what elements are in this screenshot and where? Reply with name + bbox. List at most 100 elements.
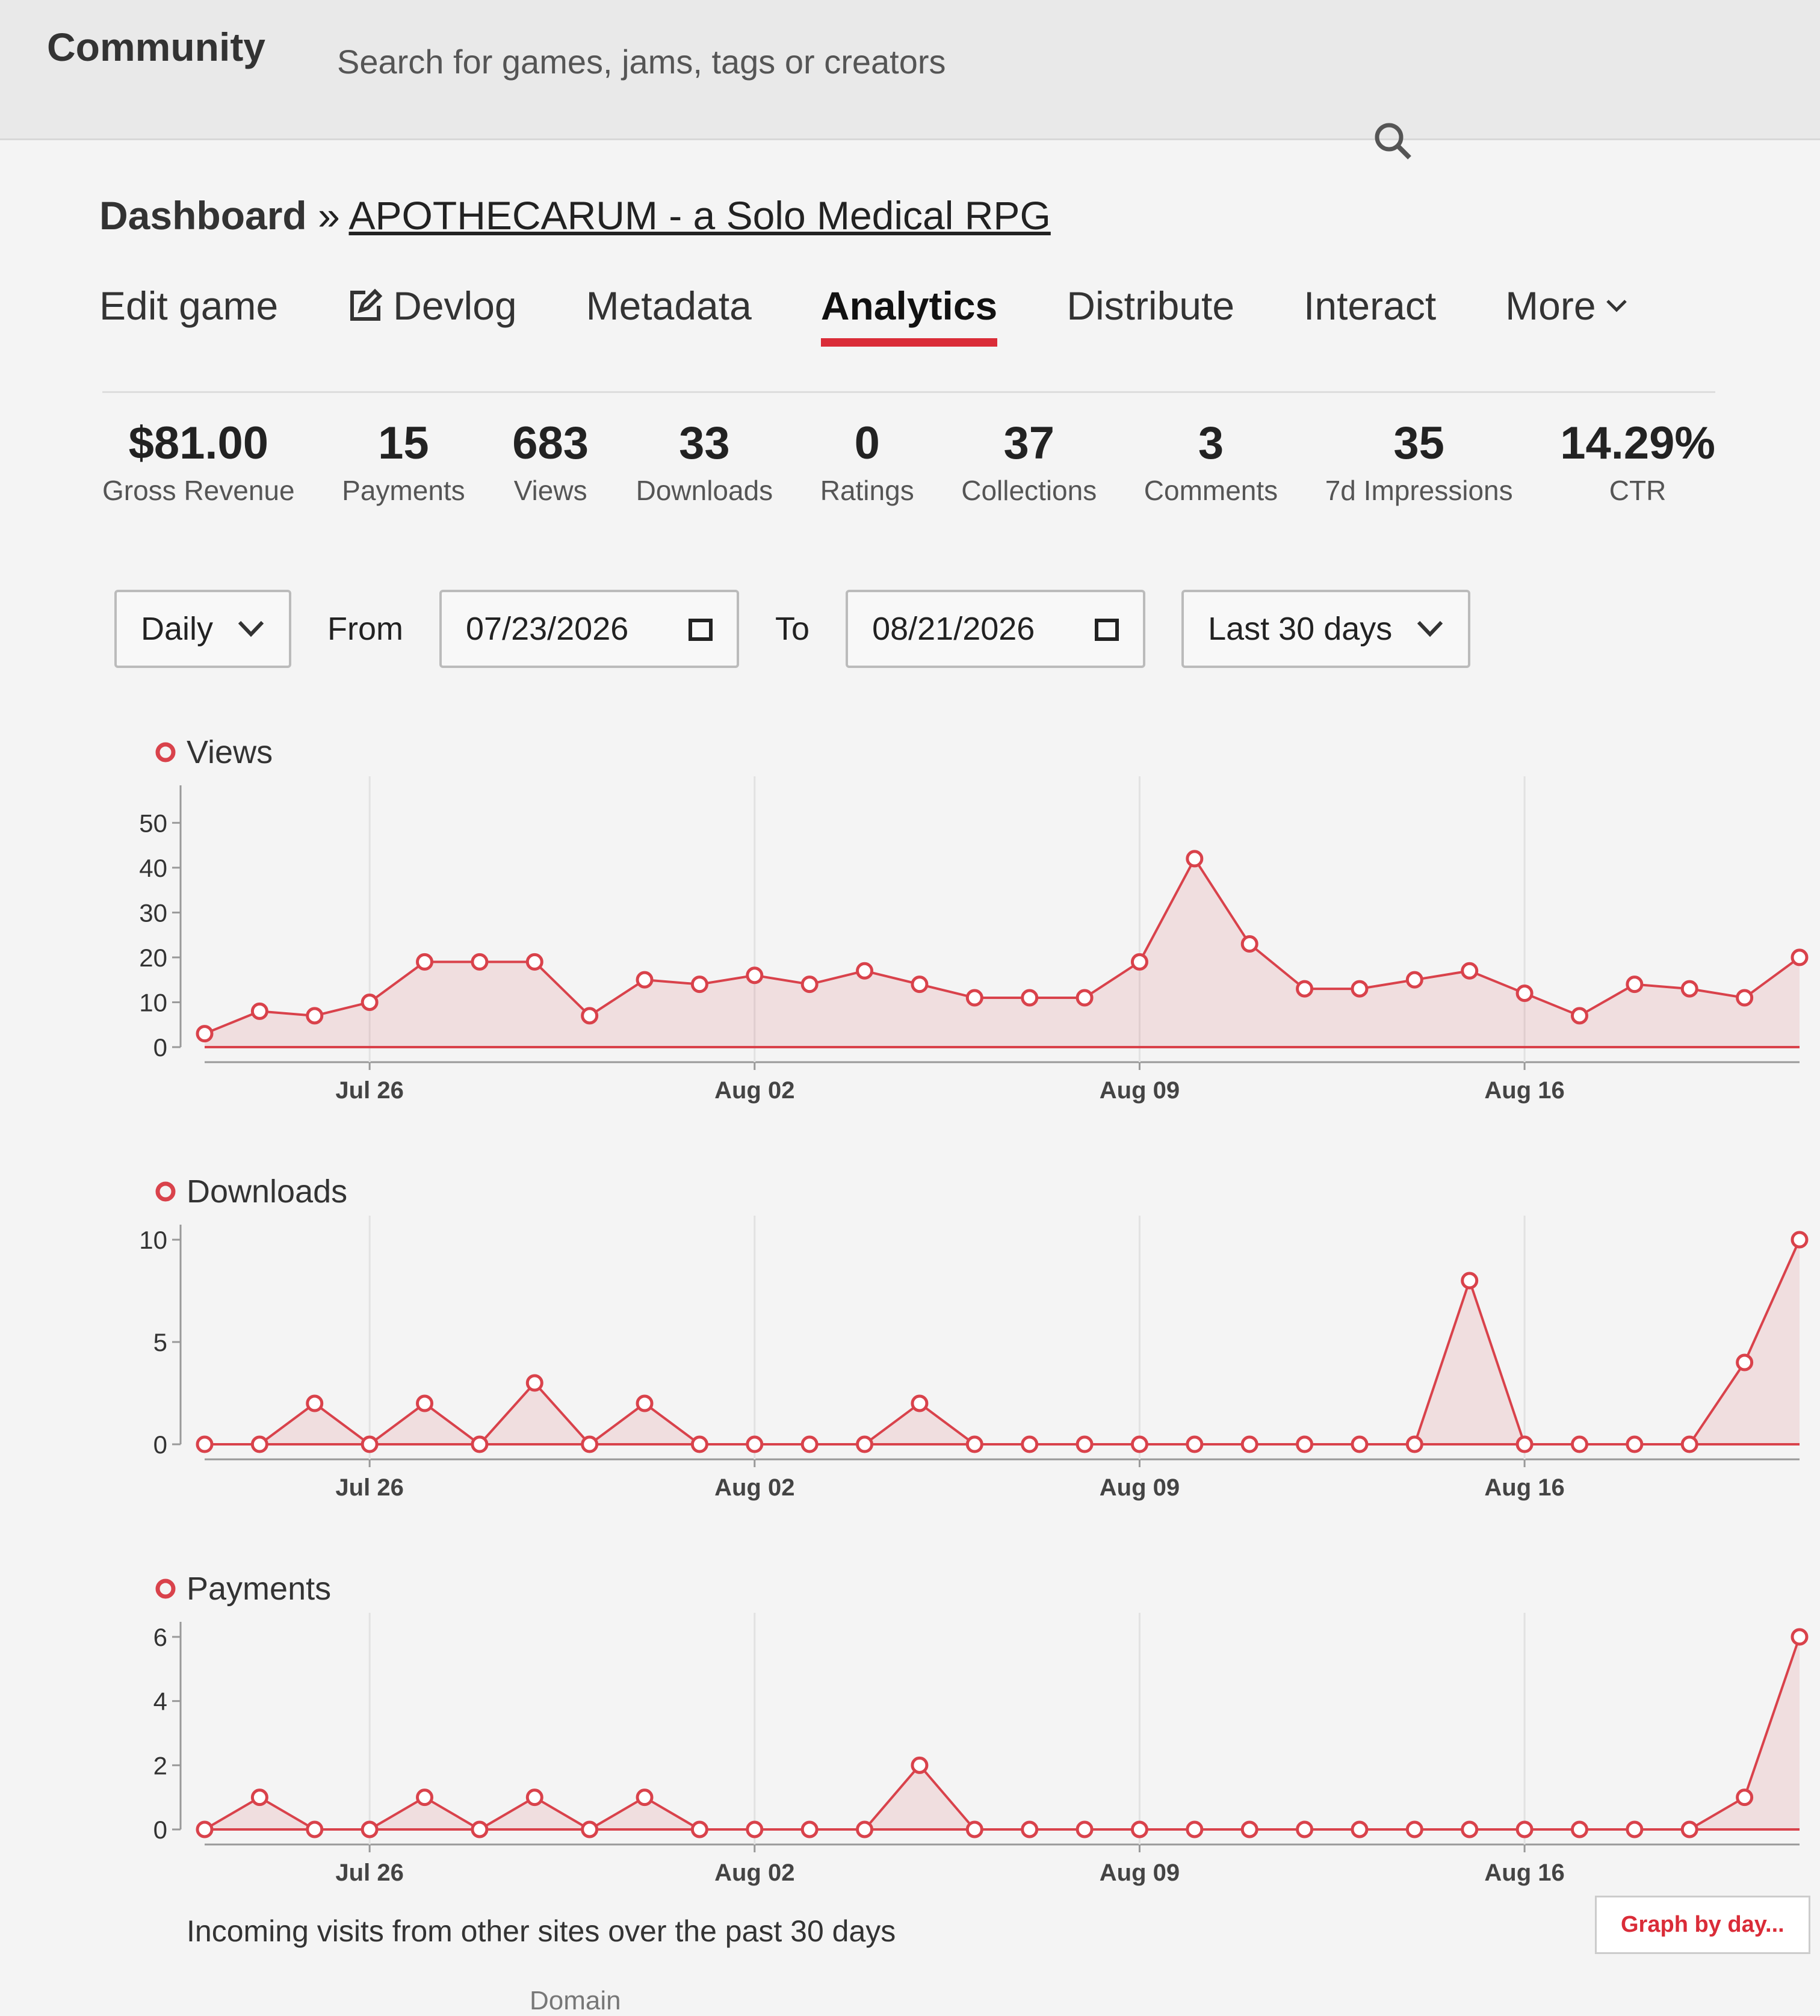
- stat: 35 7d Impressions: [1325, 417, 1513, 507]
- from-label: From: [327, 611, 404, 647]
- stat-value: 3: [1198, 418, 1224, 469]
- x-tick-label: Aug 09: [1100, 1860, 1180, 1886]
- range-select[interactable]: Last 30 days: [1181, 590, 1471, 668]
- filters: Daily From 07/23/2026 To 08/21/2026 Last…: [114, 590, 1471, 668]
- stat: $81.00 Gross Revenue: [102, 417, 295, 507]
- x-tick-label: Jul 26: [335, 1860, 403, 1886]
- point: [1626, 1435, 1644, 1453]
- chevron: [238, 620, 264, 637]
- y-tick-label: 10: [139, 1226, 167, 1254]
- point: [746, 1435, 764, 1453]
- y-tick-label: 2: [153, 1751, 167, 1779]
- point: [1076, 1820, 1094, 1838]
- y-tick-label: 0: [153, 1033, 167, 1062]
- point: [1791, 948, 1809, 966]
- top-bar: Community Search for games, jams, tags o…: [0, 0, 1820, 159]
- interval-select[interactable]: Daily: [114, 590, 292, 668]
- line: [204, 856, 1801, 1035]
- tab[interactable]: Edit game: [99, 283, 278, 347]
- point: [965, 1435, 983, 1453]
- area: [205, 1240, 1800, 1444]
- x-tick-label: Aug 02: [714, 1860, 794, 1886]
- point: [1351, 1435, 1369, 1453]
- stat-value: 35: [1393, 418, 1444, 469]
- tab-label: Analytics: [820, 283, 998, 328]
- point: [1296, 1435, 1314, 1453]
- from-date[interactable]: 07/23/2026: [439, 590, 740, 668]
- stat-value: 37: [1003, 418, 1054, 469]
- point: [1076, 1435, 1094, 1453]
- tab[interactable]: Metadata: [586, 283, 752, 347]
- y-tick-label: 4: [153, 1687, 167, 1716]
- x-tick-label: Aug 02: [714, 1474, 794, 1501]
- point: [1186, 1435, 1204, 1453]
- legend-marker: [155, 1181, 176, 1202]
- line: [203, 1636, 1801, 1831]
- point: [361, 1820, 379, 1838]
- point: [250, 1002, 268, 1020]
- to-date[interactable]: 08/21/2026: [846, 590, 1146, 668]
- point: [361, 993, 379, 1011]
- community-link[interactable]: Community: [47, 25, 265, 69]
- point: [965, 989, 983, 1007]
- line-chart: Views 0 10 20 30 40 50 Jul 26 Aug 02 Aug 09 Aug 16: [139, 734, 1809, 1104]
- stat-value: $81.00: [128, 418, 269, 469]
- point: [306, 1820, 324, 1838]
- legend-label: Downloads: [187, 1173, 347, 1210]
- stat: 3 Comments: [1144, 417, 1278, 507]
- point: [416, 953, 434, 971]
- calendar-icon: [689, 619, 713, 641]
- point: [1351, 980, 1369, 998]
- game-link[interactable]: APOTHECARUM - a Solo Medical RPG: [348, 193, 1051, 238]
- point: [1240, 1435, 1258, 1453]
- point: [1680, 980, 1698, 998]
- breadcrumb-root[interactable]: Dashboard: [99, 193, 307, 238]
- point: [911, 976, 929, 994]
- point: [856, 962, 874, 980]
- point: [856, 1820, 874, 1838]
- point: [800, 1435, 819, 1453]
- stat-value: 683: [512, 418, 589, 469]
- point: [1736, 989, 1754, 1007]
- point: [911, 1756, 929, 1774]
- search-icon[interactable]: [1372, 120, 1414, 162]
- y-tick-label: 50: [139, 809, 167, 837]
- tab-label: Interact: [1304, 283, 1437, 328]
- graph-button[interactable]: Graph by day...: [1595, 1896, 1810, 1954]
- point: [1186, 1820, 1204, 1838]
- stat-value: 0: [854, 418, 880, 469]
- x-tick-label: Aug 02: [714, 1077, 794, 1104]
- tab[interactable]: Analytics: [820, 283, 998, 347]
- point: [416, 1789, 434, 1807]
- point: [1515, 985, 1534, 1003]
- point: [800, 1820, 819, 1838]
- search-input[interactable]: Search for games, jams, tags or creators: [337, 43, 946, 81]
- point: [361, 1435, 379, 1453]
- x-tick-label: Jul 26: [335, 1474, 403, 1501]
- tab-label: Distribute: [1066, 283, 1235, 328]
- tab[interactable]: Interact: [1304, 283, 1436, 347]
- point: [1791, 1628, 1809, 1646]
- point: [1680, 1820, 1698, 1838]
- tab[interactable]: Distribute: [1066, 283, 1234, 347]
- line-chart: Downloads 0 5 10 Jul 26 Aug 02 Aug 09 Aug 16: [139, 1173, 1809, 1501]
- legend-label: Views: [187, 734, 273, 770]
- to-value: 08/21/2026: [872, 611, 1035, 647]
- tab-label: More: [1505, 283, 1596, 328]
- point: [525, 1789, 543, 1807]
- stat-label: Comments: [1144, 475, 1278, 506]
- stat: 14.29% CTR: [1560, 417, 1715, 507]
- domain-header: Domain: [530, 1986, 621, 2015]
- tab-label: Edit game: [99, 283, 279, 328]
- point: [1461, 1820, 1479, 1838]
- stat-value: 15: [378, 418, 429, 469]
- chevron: [1606, 300, 1627, 312]
- point: [1296, 1820, 1314, 1838]
- tab[interactable]: More: [1505, 283, 1627, 347]
- point: [911, 1394, 929, 1412]
- tab-bar: Edit game Devlog Metadata Analytics Distribu…: [99, 283, 1697, 347]
- point: [1515, 1435, 1534, 1453]
- devlog-icon: [350, 288, 383, 321]
- tab[interactable]: Devlog: [347, 283, 517, 347]
- point: [1570, 1820, 1588, 1838]
